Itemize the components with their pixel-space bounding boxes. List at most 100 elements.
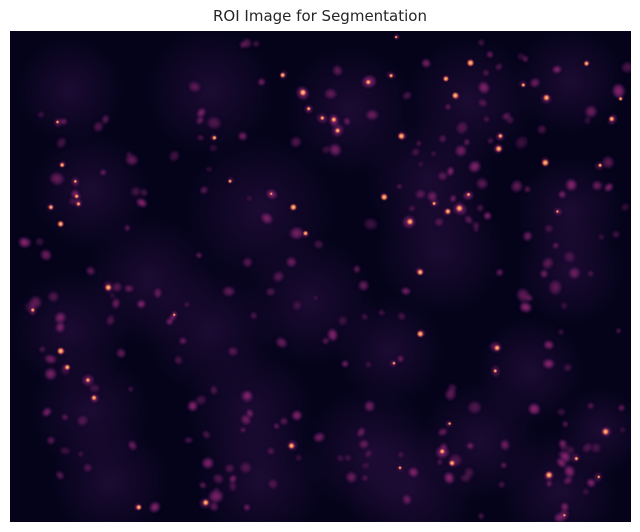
nucleus [596, 475, 601, 479]
nucleus [587, 402, 595, 410]
nucleus [135, 197, 148, 208]
nucleus [465, 216, 474, 225]
nucleus [597, 233, 606, 241]
nucleus [620, 202, 631, 212]
nucleus [392, 361, 396, 366]
nucleus [105, 313, 116, 327]
nucleus [361, 474, 369, 482]
nucleus [109, 292, 115, 299]
nucleus [574, 456, 579, 461]
nucleus [291, 299, 303, 312]
nucleus [583, 60, 590, 67]
nucleus [173, 354, 184, 366]
nucleus [39, 248, 53, 262]
nucleus [312, 431, 326, 443]
nucleus [153, 287, 163, 299]
nucleus [562, 249, 577, 264]
nucleus [360, 461, 371, 470]
nucleus [194, 394, 208, 406]
nucleus [543, 339, 555, 350]
nucleus [88, 382, 101, 394]
nucleus [279, 72, 286, 79]
nucleus [136, 299, 147, 309]
nucleus [611, 230, 621, 239]
nucleus [195, 116, 205, 125]
nucleus [47, 290, 60, 303]
nucleus [228, 479, 238, 493]
nucleus [582, 487, 590, 496]
nucleus [398, 465, 402, 470]
nucleus [48, 204, 54, 211]
nucleus [444, 387, 457, 402]
nucleus [37, 111, 45, 119]
nucleus [466, 192, 471, 197]
nucleus [353, 264, 361, 274]
nucleus [245, 194, 253, 202]
nucleus [529, 77, 541, 89]
nucleus [260, 211, 274, 225]
nucleus [125, 151, 133, 158]
nucleus [388, 73, 394, 79]
nucleus [463, 138, 471, 146]
figure-title: ROI Image for Segmentation [213, 7, 427, 25]
nucleus [493, 344, 501, 352]
nucleus [168, 149, 181, 163]
nucleus [104, 283, 113, 292]
nucleus [239, 427, 247, 433]
nucleus [557, 328, 565, 336]
nucleus [443, 471, 456, 485]
nucleus [547, 278, 563, 297]
nucleus [544, 223, 554, 234]
nucleus [76, 201, 81, 207]
nucleus [433, 217, 445, 227]
nucleus [239, 461, 253, 475]
nucleus [46, 435, 56, 445]
nucleus [183, 436, 194, 444]
nucleus [64, 364, 71, 371]
nucleus [321, 337, 330, 345]
nucleus [274, 336, 289, 349]
nucleus [115, 347, 127, 359]
nucleus [306, 106, 312, 112]
nucleus [43, 353, 58, 365]
nucleus [212, 472, 225, 485]
nucleus [67, 197, 78, 206]
nucleus [562, 420, 569, 428]
nucleus [239, 389, 255, 404]
nucleus [410, 147, 421, 157]
nucleus [396, 183, 403, 190]
nucleus [615, 327, 622, 334]
nucleus [288, 225, 305, 241]
nucleus [221, 285, 237, 298]
nucleus [471, 221, 481, 230]
nucleus [591, 180, 604, 192]
nucleus [601, 427, 610, 436]
nucleus [482, 69, 490, 77]
nucleus [99, 168, 107, 176]
nucleus [55, 120, 60, 124]
nucleus [545, 471, 553, 479]
nucleus [242, 256, 254, 268]
nucleus [557, 438, 569, 452]
nucleus [208, 501, 220, 512]
nucleus [438, 134, 447, 143]
nucleus [43, 367, 58, 381]
nucleus [85, 265, 96, 276]
nucleus [449, 194, 457, 203]
nucleus [597, 162, 603, 168]
nucleus [446, 165, 455, 177]
nucleus [586, 478, 597, 488]
nucleus [148, 501, 161, 514]
nucleus [394, 35, 398, 39]
nucleus [495, 145, 503, 153]
nucleus [54, 321, 66, 334]
nucleus [61, 413, 69, 421]
nucleus [492, 368, 498, 374]
nucleus [195, 252, 203, 259]
nucleus [344, 453, 352, 462]
nucleus [527, 402, 542, 416]
nucleus [601, 155, 616, 170]
nucleus [59, 162, 65, 168]
nucleus [358, 439, 370, 450]
